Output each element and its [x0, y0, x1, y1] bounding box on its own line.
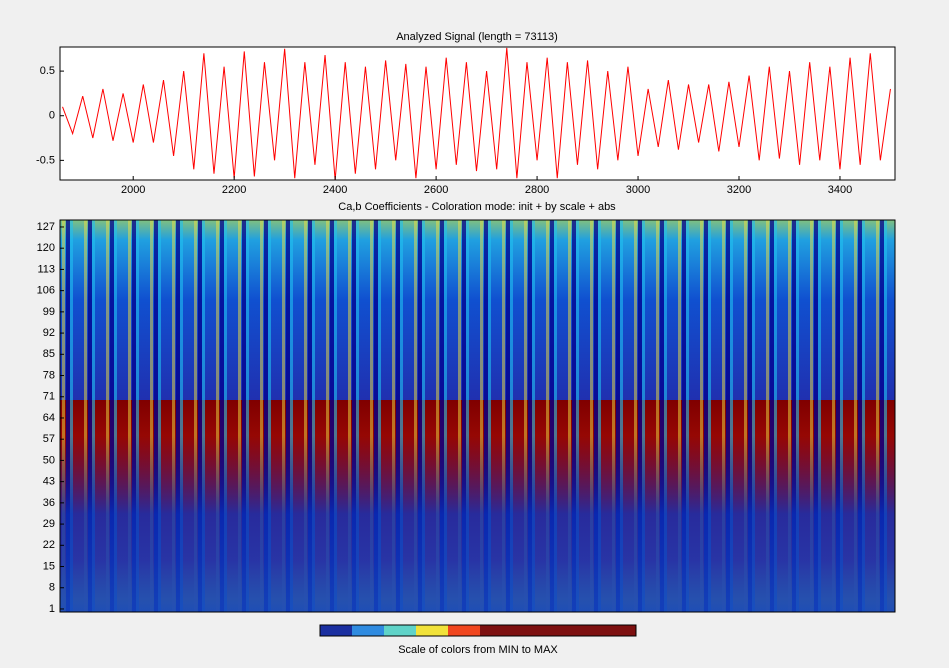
- color-swatch: [480, 625, 636, 636]
- y-tick-label: -0.5: [36, 154, 55, 166]
- y-tick-label: 71: [43, 391, 55, 403]
- y-tick-label: 85: [43, 348, 55, 360]
- scalogram-shade: [60, 220, 895, 612]
- wavelet-window: Analyzed Signal (length = 73113) Ca,b Co…: [0, 0, 949, 668]
- y-tick-label: 99: [43, 306, 55, 318]
- x-tick-label: 3000: [626, 184, 650, 196]
- scalogram-title: Ca,b Coefficients - Coloration mode: ini…: [338, 201, 616, 213]
- color-swatch: [416, 625, 448, 636]
- y-tick-label: 64: [43, 412, 55, 424]
- y-tick-label: 57: [43, 433, 55, 445]
- x-tick-label: 3400: [828, 184, 852, 196]
- y-tick-label: 8: [49, 582, 55, 594]
- y-tick-label: 15: [43, 560, 55, 572]
- y-tick-label: 43: [43, 476, 55, 488]
- x-tick-label: 2800: [525, 184, 549, 196]
- x-tick-label: 3200: [727, 184, 751, 196]
- y-tick-label: 0.5: [40, 65, 55, 77]
- color-swatch: [448, 625, 480, 636]
- y-tick-label: 29: [43, 518, 55, 530]
- y-tick-label: 92: [43, 327, 55, 339]
- y-tick-label: 1: [49, 603, 55, 615]
- y-tick-label: 22: [43, 539, 55, 551]
- color-swatch: [384, 625, 416, 636]
- y-tick-label: 36: [43, 497, 55, 509]
- colorbar: [320, 625, 636, 636]
- y-tick-label: 0: [49, 110, 55, 122]
- x-tick-label: 2400: [323, 184, 347, 196]
- y-tick-label: 50: [43, 454, 55, 466]
- y-tick-label: 78: [43, 369, 55, 381]
- x-tick-label: 2200: [222, 184, 246, 196]
- colorbar-label: Scale of colors from MIN to MAX: [398, 644, 558, 656]
- color-swatch: [320, 625, 352, 636]
- y-tick-label: 120: [37, 242, 55, 254]
- x-tick-label: 2000: [121, 184, 145, 196]
- y-tick-label: 106: [37, 285, 55, 297]
- y-tick-label: 127: [37, 221, 55, 233]
- color-swatch: [352, 625, 384, 636]
- signal-title: Analyzed Signal (length = 73113): [396, 31, 558, 43]
- x-tick-label: 2600: [424, 184, 448, 196]
- y-tick-label: 113: [37, 263, 55, 275]
